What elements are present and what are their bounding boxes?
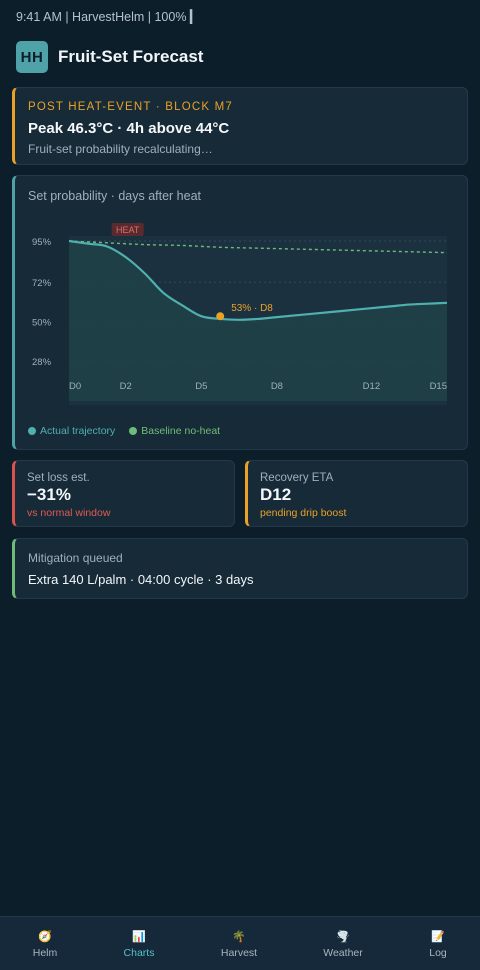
compass-icon: 🧭 (38, 930, 52, 943)
palm-tree-icon: 🌴 (232, 930, 246, 943)
y-tick-label: 95% (32, 237, 52, 248)
nav-item-weather[interactable]: 🌪️ Weather (308, 917, 378, 970)
legend-dot-actual (28, 427, 36, 435)
x-tick-label: D8 (271, 381, 283, 392)
memo-icon: 📝 (431, 930, 445, 943)
legend-dot-baseline (129, 427, 138, 435)
set-loss-card[interactable]: Set loss est. −31% vs normal window (12, 460, 235, 527)
x-tick-label: D5 (195, 381, 207, 392)
legend-label-actual: Actual trajectory (40, 425, 116, 437)
y-tick-label: 28% (32, 357, 52, 368)
nav-item-log[interactable]: 📝 Log (403, 917, 473, 970)
heat-tag-background (111, 223, 144, 236)
alert-headline: Peak 46.3°C · 4h above 44°C (28, 120, 230, 137)
recovery-eta-label: Recovery ETA (260, 472, 334, 484)
nav-label-log: Log (429, 946, 447, 959)
recovery-eta-value: D12 (260, 485, 292, 504)
actual-trajectory-area (69, 241, 447, 401)
bottom-nav: 🧭 Helm 📊 Charts 🌴 Harvest 🌪️ Weather 📝 L… (0, 916, 480, 970)
nav-item-harvest[interactable]: 🌴 Harvest (204, 917, 274, 970)
page-title: Fruit-Set Forecast (58, 47, 204, 66)
y-tick-label: 50% (32, 318, 52, 329)
recovery-eta-card[interactable]: Recovery ETA D12 pending drip boost (245, 460, 468, 527)
alert-subtitle: Fruit-set probability recalculating… (28, 142, 213, 156)
nav-label-harvest: Harvest (220, 946, 258, 959)
highlight-callout: 53% · D8 (231, 303, 273, 314)
highlight-marker (216, 312, 225, 321)
legend-item-actual: Actual trajectory (28, 425, 115, 437)
app-header: HH Fruit-Set Forecast (16, 41, 203, 73)
baseline-no-heat-line (68, 240, 448, 254)
y-tick-label: 72% (32, 278, 52, 289)
legend-item-baseline: Baseline no-heat (129, 425, 220, 437)
set-loss-note: vs normal window (27, 507, 111, 519)
mitigation-card[interactable]: Mitigation queued Extra 140 L/palm · 04:… (12, 538, 468, 599)
bar-chart-icon: 📊 (132, 930, 146, 943)
set-probability-chart[interactable]: 53% · D8 95% 72% 50% 28% D0 D2 D5 D8 D12 D15 HEA… (15, 176, 468, 449)
nav-item-charts[interactable]: 📊 Charts (104, 917, 174, 970)
x-tick-label: D15 (430, 381, 447, 392)
heat-event-alert-card[interactable]: POST HEAT-EVENT · BLOCK M7 Peak 46.3°C ·… (12, 87, 468, 165)
mitigation-label: Mitigation queued (28, 551, 123, 565)
alert-kicker: POST HEAT-EVENT · BLOCK M7 (28, 101, 234, 113)
tornado-icon: 🌪️ (336, 930, 350, 943)
chart-card-title: Set probability · days after heat (28, 189, 202, 203)
set-loss-value: −31% (27, 485, 71, 504)
status-bar: 9:41 AM | HarvestHelm | 100% ▎ (16, 10, 200, 24)
x-tick-label: D12 (363, 381, 380, 392)
chart-legend: Actual trajectory Baseline no-heat (28, 425, 234, 437)
recovery-eta-note: pending drip boost (260, 507, 347, 519)
heat-tag-label: HEAT (116, 225, 140, 235)
set-probability-chart-card: Set probability · days after heat 53% · … (12, 175, 468, 450)
mitigation-value: Extra 140 L/palm · 04:00 cycle · 3 days (28, 572, 254, 587)
actual-trajectory-line (68, 239, 448, 321)
nav-label-charts: Charts (123, 946, 155, 959)
nav-label-helm: Helm (32, 946, 58, 959)
nav-item-helm[interactable]: 🧭 Helm (10, 917, 80, 970)
x-tick-label: D0 (69, 381, 81, 392)
legend-label-baseline: Baseline no-heat (141, 425, 221, 437)
nav-label-weather: Weather (323, 946, 363, 959)
set-loss-label: Set loss est. (27, 472, 90, 484)
app-logo: HH (16, 41, 48, 73)
x-tick-label: D2 (120, 381, 132, 392)
